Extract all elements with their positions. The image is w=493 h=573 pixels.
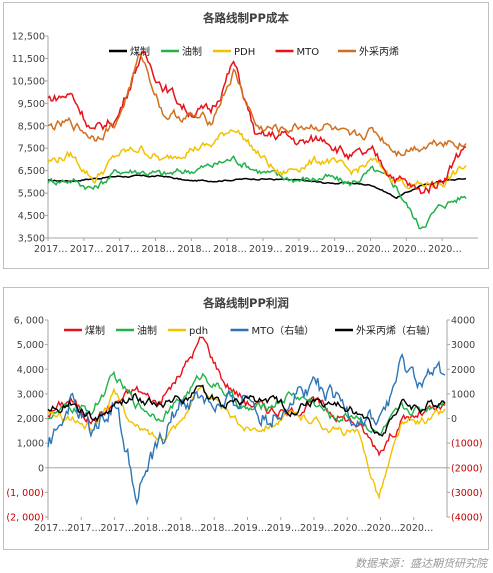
cost-legend-label-3: MTO	[297, 47, 320, 58]
profit-chart-panel: 各路线制PP利润 (2, 000) (1, 000) 0 1,000 2,000 3,00…	[3, 287, 489, 550]
profit-y2tick-label: (1000)	[451, 439, 483, 450]
profit-ytick-label: 1,000	[17, 439, 44, 450]
cost-ytick-label: 6,500	[18, 166, 45, 177]
profit-legend-label-1: 油制	[137, 324, 157, 337]
profit-y2tick-label: (3000)	[451, 488, 483, 499]
profit-xtick-label: 2017…	[34, 523, 68, 534]
profit-xtick-label: 2019…	[234, 523, 268, 534]
profit-xtick-label: 2017…	[101, 523, 135, 534]
cost-xtick-label: 2018…	[177, 244, 211, 255]
source-note: 数据来源：盛达期货研究院	[355, 557, 487, 570]
cost-series-line-3	[47, 51, 467, 195]
profit-ytick-label: (1, 000)	[6, 488, 44, 499]
cost-ytick-label: 4,500	[18, 211, 45, 222]
profit-legend-label-2: pdh	[189, 326, 208, 337]
profit-legend-label-0: 煤制	[85, 324, 105, 337]
cost-xtick-label: 2020…	[392, 244, 426, 255]
profit-xtick-label: 2019…	[300, 523, 334, 534]
profit-ytick-label: (2, 000)	[6, 513, 44, 524]
cost-xtick-label: 2019…	[321, 244, 355, 255]
profit-ytick-label: 4,000	[17, 365, 44, 376]
profit-y2tick-label: 4000	[451, 316, 475, 327]
cost-ytick-label: 11,500	[12, 54, 45, 65]
cost-ytick-label: 8,500	[18, 121, 45, 132]
profit-xtick-label: 2017…	[67, 523, 101, 534]
cost-ytick-label: 9,500	[18, 99, 45, 110]
profit-xtick-label: 2018…	[167, 523, 201, 534]
profit-series-line-4	[47, 384, 446, 437]
profit-y2tick-label: 3000	[451, 340, 475, 351]
profit-series-line-3	[47, 352, 446, 506]
profit-ytick-label: 2,000	[17, 414, 44, 425]
profit-ytick-label: 6, 000	[14, 316, 44, 327]
cost-xtick-label: 2020…	[357, 244, 391, 255]
profit-series-line-2	[47, 384, 446, 501]
cost-series-line-1	[47, 154, 467, 230]
cost-legend-label-1: 油制	[182, 45, 202, 58]
profit-xtick-label: 2020…	[333, 523, 367, 534]
cost-ytick-label: 12,500	[12, 32, 45, 43]
profit-ytick-label: 0	[38, 463, 44, 474]
cost-ytick-label: 7,500	[18, 144, 45, 155]
cost-legend-label-4: 外采丙烯	[359, 45, 399, 58]
cost-xtick-label: 2019…	[285, 244, 319, 255]
cost-xtick-label: 2019…	[249, 244, 283, 255]
cost-ytick-label: 3,500	[18, 234, 45, 245]
cost-xtick-label: 2017…	[106, 244, 140, 255]
profit-y2tick-label: (2000)	[451, 463, 483, 474]
profit-xtick-label: 2019…	[267, 523, 301, 534]
profit-chart: 各路线制PP利润 (2, 000) (1, 000) 0 1,000 2,000 3,00…	[6, 296, 483, 534]
cost-ytick-label: 10,500	[12, 76, 45, 87]
profit-y2tick-label: (4000)	[451, 513, 483, 524]
cost-series-line-4	[47, 53, 467, 158]
profit-xtick-label: 2018…	[200, 523, 234, 534]
profit-y2tick-label: 0	[451, 414, 457, 425]
cost-xtick-label: 2018…	[213, 244, 247, 255]
cost-xtick-label: 2020…	[428, 244, 462, 255]
cost-chart-title: 各路线制PP成本	[202, 11, 289, 25]
profit-xtick-label: 2020…	[400, 523, 434, 534]
cost-xtick-label: 2018…	[142, 244, 176, 255]
cost-legend-label-0: 煤制	[130, 45, 150, 58]
cost-chart-panel: 各路线制PP成本 3,500 4,500 5,500 6,500 7,500 8,500 9…	[3, 2, 489, 269]
profit-legend-label-4: 外采丙烯（右轴）	[356, 324, 436, 337]
profit-xtick-label: 2020…	[367, 523, 401, 534]
cost-chart: 各路线制PP成本 3,500 4,500 5,500 6,500 7,500 8,500 9…	[12, 11, 478, 255]
profit-y2tick-label: 2000	[451, 365, 475, 376]
profit-ytick-label: 3,000	[17, 389, 44, 400]
cost-legend-label-2: PDH	[234, 47, 255, 58]
profit-ytick-label: 5,000	[17, 340, 44, 351]
cost-ytick-label: 5,500	[18, 189, 45, 200]
cost-series-line-0	[47, 174, 467, 200]
profit-legend-label-3: MTO（右轴）	[252, 324, 315, 337]
profit-xtick-label: 2018…	[134, 523, 168, 534]
profit-chart-title: 各路线制PP利润	[202, 296, 289, 310]
cost-xtick-label: 2017…	[70, 244, 104, 255]
profit-y2tick-label: 1000	[451, 389, 475, 400]
cost-xtick-label: 2017…	[34, 244, 68, 255]
